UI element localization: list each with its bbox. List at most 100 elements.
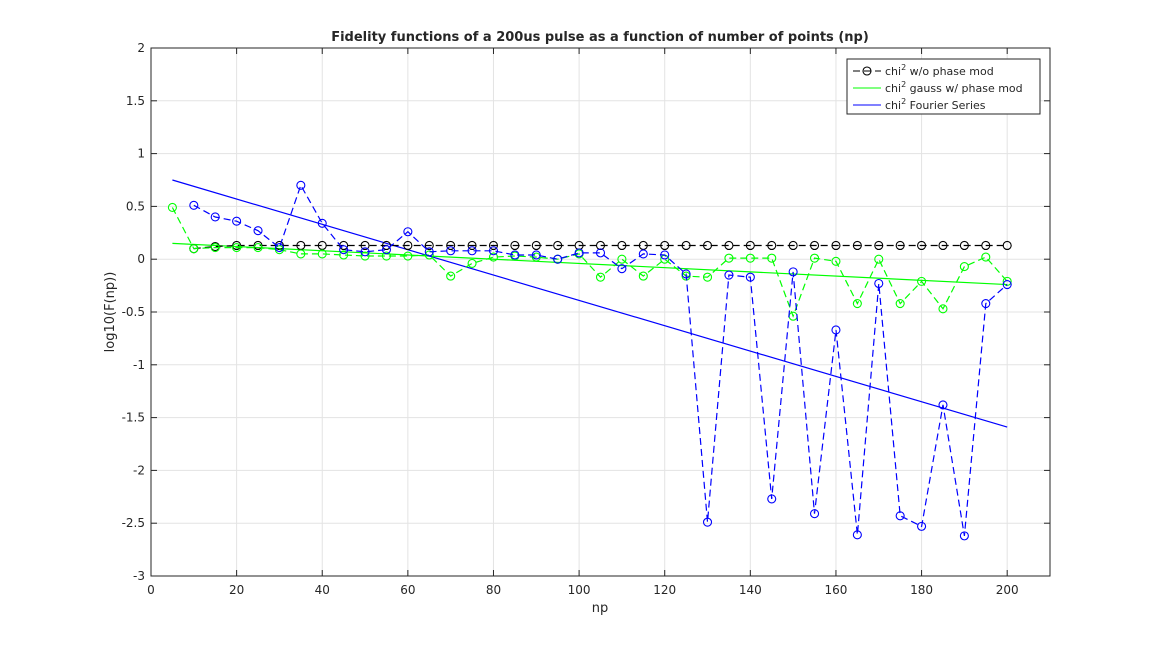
green-series-point: [339, 250, 349, 260]
x-tick-label: 100: [568, 583, 591, 597]
green-series-point: [189, 244, 199, 254]
blue-series-point: [210, 212, 220, 222]
y-tick-label: -3: [133, 569, 145, 583]
x-tick-label: 20: [229, 583, 244, 597]
y-tick-label: 1.5: [126, 94, 145, 108]
blue-series-point: [745, 272, 755, 282]
x-tick-label: 40: [315, 583, 330, 597]
y-tick-label: -1: [133, 358, 145, 372]
y-tick-label: 0.5: [126, 199, 145, 213]
blue-series-line: [193, 183, 1008, 536]
black-series-point: [874, 240, 884, 251]
black-series-point: [617, 240, 627, 251]
blue-series-point: [595, 248, 606, 258]
legend-label: chi2 Fourier Series: [885, 97, 986, 112]
blue-series-point: [531, 250, 541, 260]
blue-series-point: [938, 400, 948, 410]
blue-series-point: [232, 216, 242, 226]
black-series: [189, 240, 1012, 254]
green-series-point: [938, 304, 948, 314]
x-tick-label: 160: [824, 583, 847, 597]
black-series-point: [809, 240, 820, 251]
black-series-point: [467, 240, 477, 251]
x-tick-label: 140: [739, 583, 762, 597]
x-tick-label: 120: [653, 583, 676, 597]
blue-series-point: [339, 245, 349, 255]
black-series-point: [531, 240, 541, 251]
legend-entry: chi2 Fourier Series: [853, 97, 986, 112]
blue-series-point: [296, 180, 306, 190]
black-series-point: [938, 240, 948, 251]
black-series-point: [959, 240, 969, 251]
black-series-point: [403, 240, 413, 251]
blue-series-point: [724, 270, 734, 280]
x-tick-label: 200: [996, 583, 1019, 597]
black-series-point: [767, 240, 777, 251]
blue-series: [189, 180, 1012, 541]
green-series-point: [424, 250, 434, 260]
blue-series-point: [917, 521, 927, 531]
green-series-point: [981, 252, 991, 262]
green-series-point: [702, 272, 713, 282]
blue-series-point: [253, 226, 263, 236]
green-series-point: [1002, 276, 1012, 286]
black-series-point: [381, 240, 392, 251]
legend-label-prefix: chi: [885, 82, 901, 95]
green-series-point: [638, 271, 648, 281]
black-series-point: [660, 240, 670, 251]
legend-label-prefix: chi: [885, 65, 901, 78]
green-series-point: [852, 299, 862, 309]
y-tick-label: 0: [137, 252, 145, 266]
black-series-point: [724, 240, 734, 251]
blue-series-point: [681, 269, 691, 279]
green-series-point: [617, 254, 627, 264]
black-series-point: [702, 240, 713, 251]
blue-series-point: [809, 509, 820, 519]
chart-title: Fidelity functions of a 200us pulse as a…: [331, 30, 869, 45]
legend-label-prefix: chi: [885, 99, 901, 112]
blue-series-point: [360, 247, 370, 257]
green-series: [167, 202, 1012, 321]
black-series-line: [193, 244, 1008, 250]
blue-series-point: [1002, 279, 1012, 290]
black-series-point: [981, 240, 991, 251]
blue-series-point: [553, 254, 563, 264]
legend-label: chi2 gauss w/ phase mod: [885, 80, 1023, 95]
green-series-point: [831, 256, 841, 266]
green-series-point: [403, 251, 413, 261]
blue-series-point: [381, 245, 392, 255]
green-series-point: [959, 262, 969, 272]
x-axis-title: np: [592, 601, 609, 616]
y-tick-label: 2: [137, 41, 145, 55]
series-group: [167, 180, 1012, 541]
fit-lines: [172, 179, 1008, 428]
blue-series-point: [638, 249, 648, 259]
green-series-point: [381, 251, 392, 261]
black-series-point: [424, 240, 434, 251]
green-series-point: [296, 249, 306, 259]
x-tick-label: 60: [400, 583, 415, 597]
green-series-point: [467, 258, 477, 268]
black-series-point: [360, 240, 370, 251]
blue-series-point: [274, 243, 284, 253]
green-series-point: [488, 252, 499, 262]
green-series-point: [809, 253, 820, 263]
green-series-point: [253, 243, 263, 253]
legend-label-suffix: gauss w/ phase mod: [906, 82, 1022, 95]
y-tick-label: -2: [133, 463, 145, 477]
blue-series-point: [702, 517, 713, 527]
legend-label-superscript: 2: [901, 80, 906, 89]
green-series-point: [167, 202, 177, 213]
legend-label: chi2 w/o phase mod: [885, 63, 994, 78]
black-series-point: [745, 240, 755, 251]
green-series-point: [232, 243, 242, 253]
green-series-point: [895, 299, 905, 309]
black-series-point: [831, 240, 841, 251]
black-series-point: [510, 240, 520, 251]
blue-series-point: [189, 200, 199, 210]
green-series-point: [745, 253, 755, 263]
legend-marker-sample: [862, 66, 872, 76]
green-series-point: [767, 253, 777, 263]
black-series-point: [895, 240, 905, 251]
